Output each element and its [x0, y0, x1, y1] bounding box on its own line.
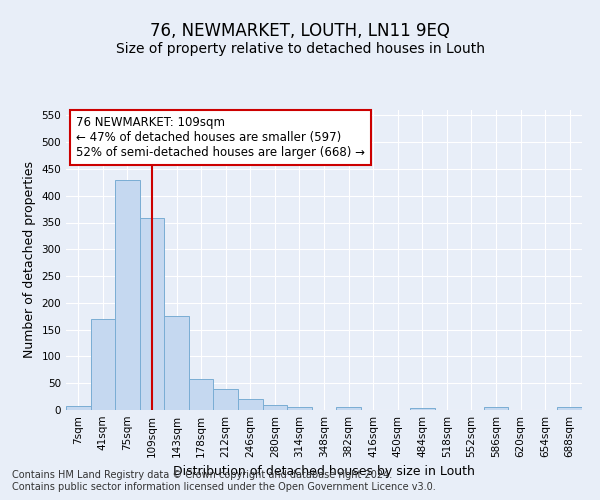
Bar — [66, 406, 91, 410]
Bar — [557, 408, 582, 410]
Y-axis label: Number of detached properties: Number of detached properties — [23, 162, 36, 358]
Bar — [336, 408, 361, 410]
Bar — [164, 316, 189, 410]
Text: Contains HM Land Registry data © Crown copyright and database right 2024.: Contains HM Land Registry data © Crown c… — [12, 470, 392, 480]
Bar — [115, 180, 140, 410]
Bar — [484, 408, 508, 410]
Text: 76, NEWMARKET, LOUTH, LN11 9EQ: 76, NEWMARKET, LOUTH, LN11 9EQ — [150, 22, 450, 40]
Bar — [140, 218, 164, 410]
Bar — [287, 407, 312, 410]
Text: Contains public sector information licensed under the Open Government Licence v3: Contains public sector information licen… — [12, 482, 436, 492]
Bar — [91, 319, 115, 410]
X-axis label: Distribution of detached houses by size in Louth: Distribution of detached houses by size … — [173, 466, 475, 478]
Text: 76 NEWMARKET: 109sqm
← 47% of detached houses are smaller (597)
52% of semi-deta: 76 NEWMARKET: 109sqm ← 47% of detached h… — [76, 116, 365, 159]
Bar — [214, 388, 238, 410]
Bar — [410, 408, 434, 410]
Bar — [263, 404, 287, 410]
Bar — [189, 380, 214, 410]
Bar — [238, 400, 263, 410]
Text: Size of property relative to detached houses in Louth: Size of property relative to detached ho… — [115, 42, 485, 56]
